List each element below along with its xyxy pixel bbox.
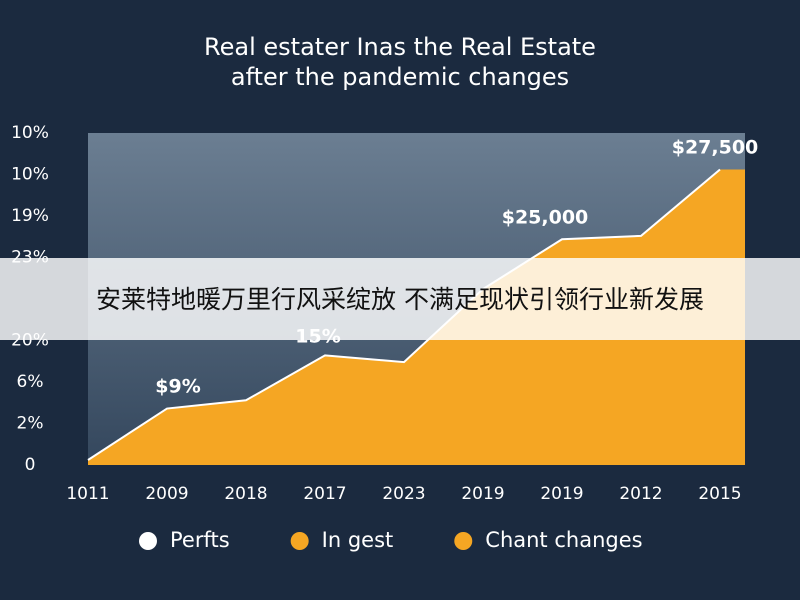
legend-label: Chant changes (485, 528, 642, 552)
x-tick-label: 2017 (303, 484, 346, 504)
plot (87, 168, 745, 465)
area (88, 169, 745, 465)
x-tick-label: 2023 (382, 484, 425, 504)
x-tick-label: 1011 (66, 484, 109, 504)
x-tick-label: 2015 (698, 484, 741, 504)
chart-subtitle: after the pandemic changes (231, 63, 569, 91)
legend: Perfts In gest Chant changes (139, 528, 643, 552)
x-tick-label: 2018 (224, 484, 267, 504)
legend-marker (139, 532, 157, 550)
x-tick-label: 2019 (461, 484, 504, 504)
banner-text: 安莱特地暖万里行风采绽放 不满足现状引领行业新发展 (96, 285, 704, 314)
legend-label: In gest (322, 528, 394, 552)
banner-bg (0, 258, 800, 340)
area-line (87, 168, 721, 461)
legend-marker (290, 532, 309, 550)
legend-marker (454, 532, 473, 550)
y-tick-label: 20% (11, 331, 49, 351)
x-tick-label: 2009 (145, 484, 188, 504)
legend-label: Perfts (170, 528, 230, 552)
y-tick-label: 6% (17, 372, 44, 392)
annotation: $25,000 (502, 207, 589, 229)
y-tick-label: 2% (17, 414, 44, 434)
x-tick-label: 2012 (619, 484, 662, 504)
y-tick-label: 10% (11, 123, 49, 143)
y-tick-label: 0 (25, 455, 36, 475)
y-tick-label: 10% (11, 165, 49, 185)
annotation: $9% (155, 376, 200, 398)
y-tick-label: 19% (11, 206, 49, 226)
y-tick-label: 23% (11, 248, 49, 268)
x-tick-label: 2019 (540, 484, 583, 504)
annotation: $27,500 (672, 137, 759, 159)
chart-title: Real estater Inas the Real Estate (204, 33, 596, 61)
